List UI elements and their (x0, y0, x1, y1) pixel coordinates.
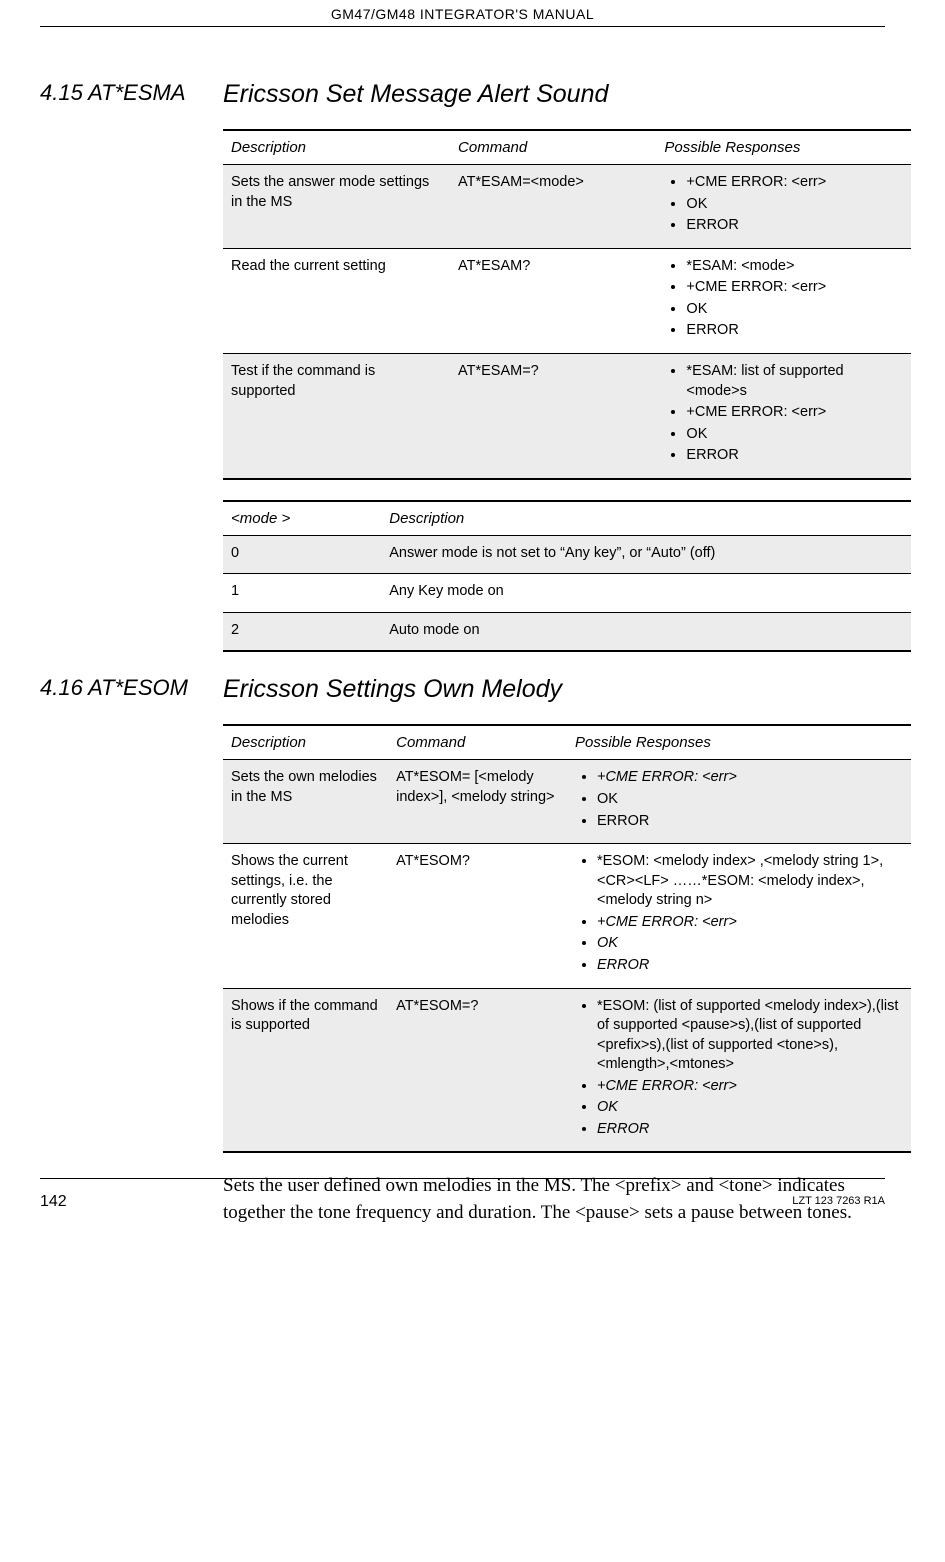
cell-cmd: AT*ESOM=? (388, 988, 567, 1152)
cell-desc: Shows if the command is supported (223, 988, 388, 1152)
col-mode-desc: Description (381, 501, 911, 536)
resp-item: *ESAM: list of supported <mode>s (686, 362, 903, 401)
cell-desc: Sets the answer mode settings in the MS (223, 165, 450, 249)
section-4-16-heading: 4.16 AT*ESOM Ericsson Settings Own Melod… (40, 672, 885, 704)
esom-command-table: Description Command Possible Responses S… (223, 724, 911, 1153)
resp-item: *ESOM: (list of supported <melody index>… (597, 997, 903, 1075)
cell-cmd: AT*ESAM=<mode> (450, 165, 656, 249)
table-row: Shows the current settings, i.e. the cur… (223, 844, 911, 988)
col-mode: <mode > (223, 501, 381, 536)
table-row: Test if the command is supported AT*ESAM… (223, 353, 911, 478)
esma-command-table: Description Command Possible Responses S… (223, 129, 911, 480)
section-title: Ericsson Settings Own Melody (223, 672, 885, 704)
header: GM47/GM48 INTEGRATOR'S MANUAL (40, 0, 885, 26)
resp-item: OK (597, 790, 903, 810)
resp-item: *ESOM: <melody index> ,<melody string 1>… (597, 852, 903, 911)
resp-item: OK (597, 1098, 903, 1118)
col-responses: Possible Responses (567, 725, 911, 760)
page-number: 142 (40, 1193, 67, 1211)
resp-item: +CME ERROR: <err> (686, 278, 903, 298)
col-command: Command (450, 130, 656, 165)
col-responses: Possible Responses (656, 130, 911, 165)
col-description: Description (223, 725, 388, 760)
footer-rule (40, 1178, 885, 1179)
section-number: 4.16 AT*ESOM (40, 672, 205, 701)
resp-item: ERROR (686, 446, 903, 466)
resp-item: +CME ERROR: <err> (686, 173, 903, 193)
cell-resp: +CME ERROR: <err> OK ERROR (567, 760, 911, 844)
cell-resp: *ESAM: <mode> +CME ERROR: <err> OK ERROR (656, 248, 911, 353)
cell-cmd: AT*ESAM=? (450, 353, 656, 478)
esma-mode-table: <mode > Description 0 Answer mode is not… (223, 500, 911, 653)
resp-item: +CME ERROR: <err> (597, 913, 903, 933)
resp-item: OK (686, 425, 903, 445)
resp-item: +CME ERROR: <err> (597, 1077, 903, 1097)
resp-item: *ESAM: <mode> (686, 257, 903, 277)
section-number: 4.15 AT*ESMA (40, 77, 205, 106)
resp-item: OK (597, 934, 903, 954)
cell-val: Auto mode on (381, 612, 911, 651)
table-row: Read the current setting AT*ESAM? *ESAM:… (223, 248, 911, 353)
resp-item: ERROR (597, 812, 903, 832)
resp-item: +CME ERROR: <err> (686, 403, 903, 423)
cell-cmd: AT*ESOM? (388, 844, 567, 988)
table-row: Shows if the command is supported AT*ESO… (223, 988, 911, 1152)
resp-item: +CME ERROR: <err> (597, 768, 903, 788)
section-title: Ericsson Set Message Alert Sound (223, 77, 885, 109)
header-rule (40, 26, 885, 27)
resp-item: ERROR (686, 216, 903, 236)
cell-key: 1 (223, 574, 381, 613)
col-command: Command (388, 725, 567, 760)
cell-desc: Sets the own melodies in the MS (223, 760, 388, 844)
resp-item: ERROR (597, 1120, 903, 1140)
cell-val: Answer mode is not set to “Any key”, or … (381, 535, 911, 574)
table-row: 0 Answer mode is not set to “Any key”, o… (223, 535, 911, 574)
cell-resp: *ESOM: <melody index> ,<melody string 1>… (567, 844, 911, 988)
cell-cmd: AT*ESAM? (450, 248, 656, 353)
resp-item: ERROR (686, 321, 903, 341)
cell-desc: Read the current setting (223, 248, 450, 353)
cell-key: 0 (223, 535, 381, 574)
table-row: 2 Auto mode on (223, 612, 911, 651)
cell-key: 2 (223, 612, 381, 651)
cell-resp: *ESAM: list of supported <mode>s +CME ER… (656, 353, 911, 478)
cell-resp: *ESOM: (list of supported <melody index>… (567, 988, 911, 1152)
cell-cmd: AT*ESOM= [<melody index>], <melody strin… (388, 760, 567, 844)
resp-item: OK (686, 195, 903, 215)
col-description: Description (223, 130, 450, 165)
section-4-15-heading: 4.15 AT*ESMA Ericsson Set Message Alert … (40, 77, 885, 109)
cell-val: Any Key mode on (381, 574, 911, 613)
document-id: LZT 123 7263 R1A (792, 1195, 885, 1207)
cell-desc: Test if the command is supported (223, 353, 450, 478)
cell-resp: +CME ERROR: <err> OK ERROR (656, 165, 911, 249)
cell-desc: Shows the current settings, i.e. the cur… (223, 844, 388, 988)
resp-item: OK (686, 300, 903, 320)
table-row: 1 Any Key mode on (223, 574, 911, 613)
resp-item: ERROR (597, 956, 903, 976)
table-row: Sets the own melodies in the MS AT*ESOM=… (223, 760, 911, 844)
table-row: Sets the answer mode settings in the MS … (223, 165, 911, 249)
